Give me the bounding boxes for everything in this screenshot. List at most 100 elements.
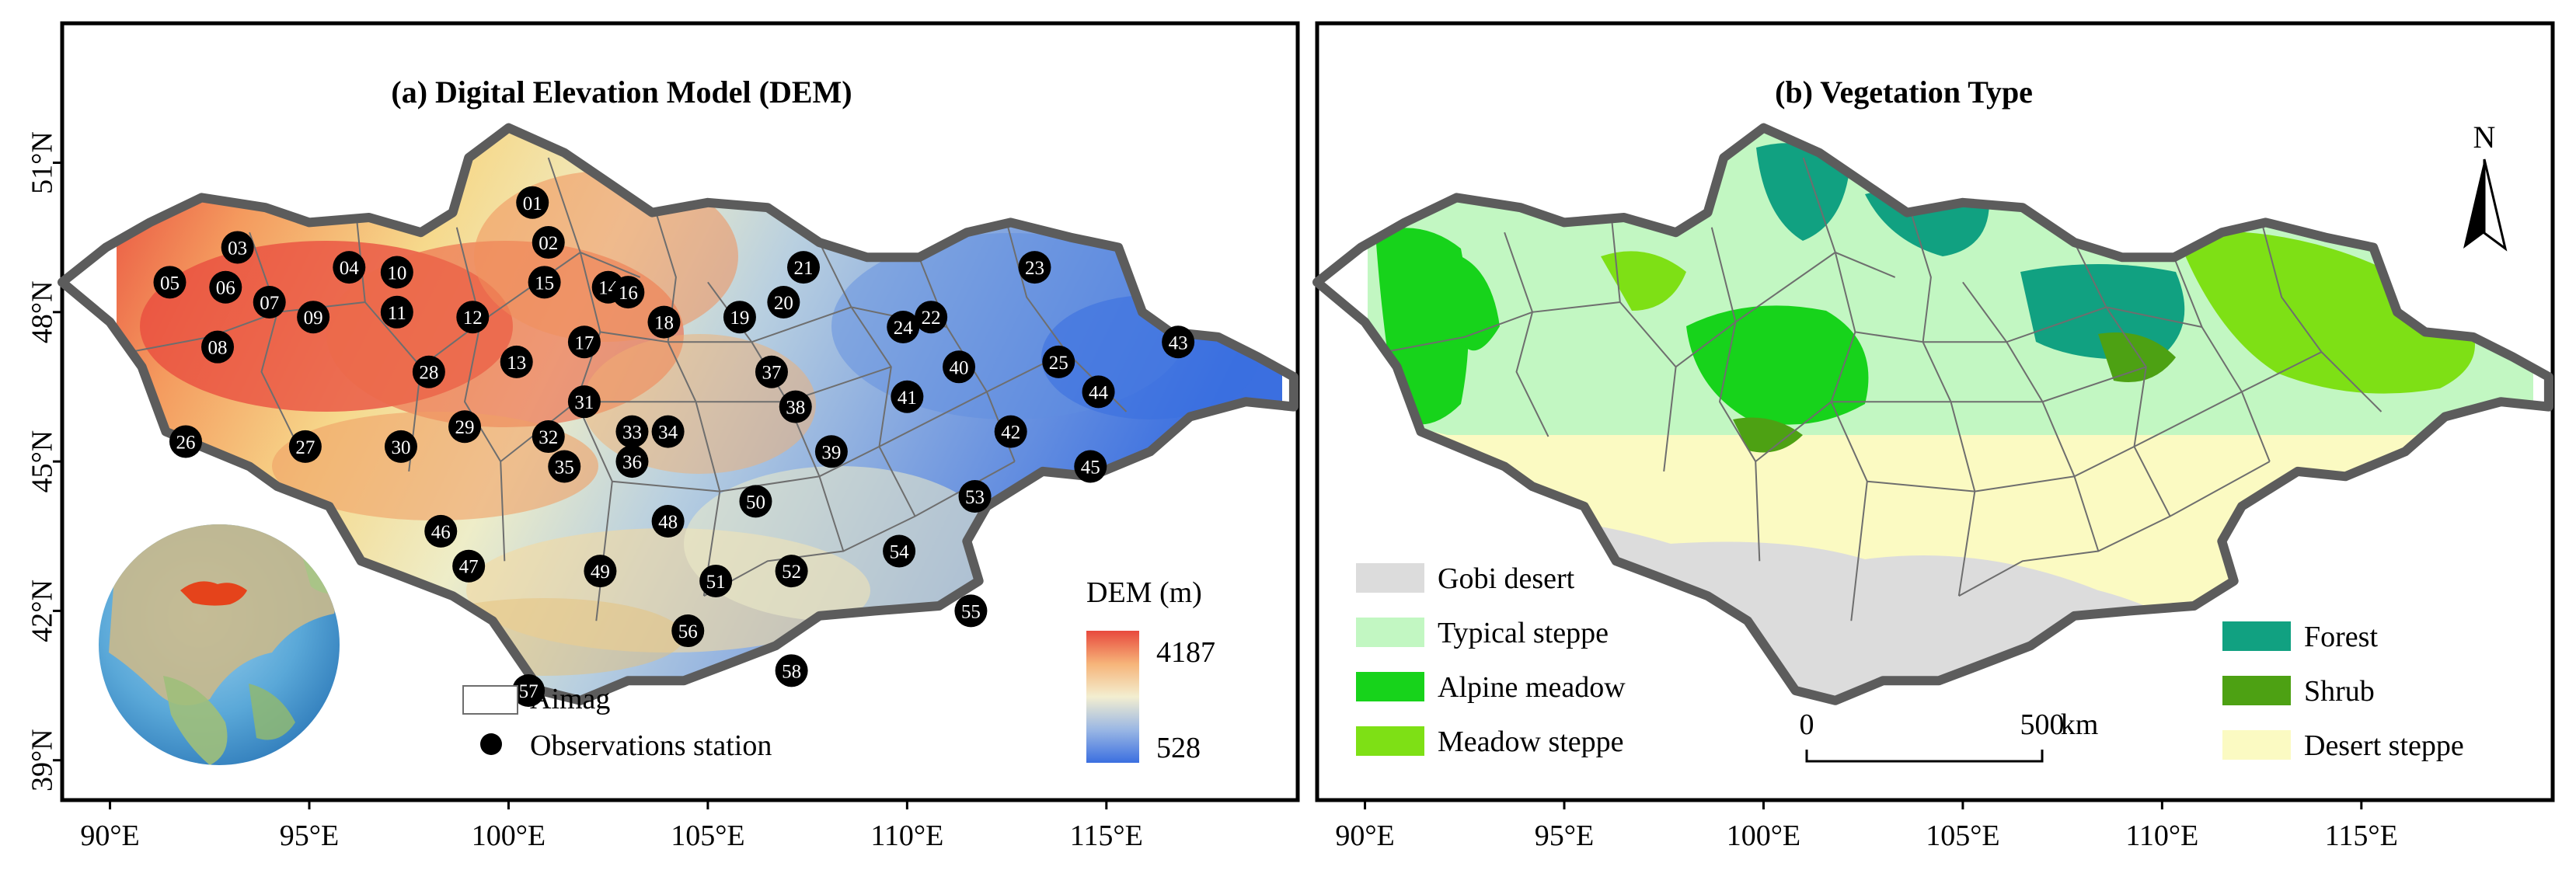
- station-dot: [169, 425, 202, 458]
- panel-b-title: (b) Vegetation Type: [1775, 75, 2033, 110]
- panel-dem: (a) Digital Elevation Model (DEM) 01 02 03…: [26, 21, 1300, 852]
- station-id: 53: [965, 487, 985, 508]
- station-dot: [779, 390, 812, 423]
- station-marker: 01: [516, 186, 549, 219]
- station-marker: 52: [775, 555, 808, 588]
- station-marker: 24: [887, 311, 920, 344]
- station-dot: [723, 301, 756, 334]
- station-dot: [500, 345, 533, 378]
- aimag-boundaries-b: [1385, 157, 2383, 621]
- station-id: 10: [387, 263, 406, 284]
- station-dot: [943, 350, 976, 384]
- station-dot: [1042, 345, 1075, 378]
- station-id: 40: [950, 357, 969, 378]
- station-id: 34: [658, 423, 678, 444]
- station-dot: [615, 415, 649, 448]
- station-dot: [548, 450, 581, 483]
- legend-item: Meadow steppe: [1356, 726, 1624, 758]
- station-marker: 33: [615, 415, 649, 448]
- station-id: 26: [176, 432, 196, 453]
- station-marker: 44: [1082, 375, 1115, 409]
- station-marker: 26: [169, 425, 202, 458]
- station-dot: [384, 430, 417, 463]
- legend-dem: DEM (m) 4187 528: [1086, 576, 1215, 764]
- station-marker: 55: [954, 594, 988, 628]
- y-tick-label: 51°N: [26, 131, 59, 194]
- station-marker: 17: [567, 325, 601, 359]
- station-id: 49: [591, 562, 610, 583]
- station-marker: 54: [883, 534, 916, 568]
- station-id: 02: [539, 233, 558, 254]
- x-tick-label: 110°E: [870, 820, 943, 852]
- station-dot: [380, 295, 413, 329]
- y-tick-label: 42°N: [26, 579, 59, 642]
- legend-item: Gobi desert: [1356, 562, 1575, 595]
- north-arrow: N: [2463, 120, 2508, 252]
- legend-swatch: [1356, 672, 1424, 701]
- station-dot: [1018, 251, 1051, 284]
- station-marker: 08: [201, 330, 235, 364]
- legend-swatch: [2222, 621, 2291, 651]
- legend-station: Observations station: [480, 729, 772, 762]
- legend-label: Gobi desert: [1438, 562, 1575, 595]
- station-marker: 50: [739, 485, 772, 518]
- station-dot: [958, 479, 992, 513]
- station-marker: 57: [512, 673, 546, 707]
- station-marker: 29: [448, 410, 482, 444]
- station-id: 54: [890, 541, 910, 562]
- station-id: 08: [208, 338, 228, 359]
- station-marker: 20: [767, 285, 800, 318]
- scale-start: 0: [1800, 708, 1814, 741]
- station-dot: [412, 355, 445, 388]
- x-tick-label: 95°E: [1535, 820, 1594, 852]
- scale-unit: km: [2061, 708, 2099, 741]
- station-marker: 42: [994, 415, 1027, 448]
- station-id: 35: [555, 458, 574, 478]
- legend-swatch: [1356, 618, 1424, 647]
- station-marker: 56: [671, 614, 705, 648]
- station-id: 04: [340, 258, 360, 279]
- station-marker: 37: [755, 355, 788, 388]
- station-id: 25: [1049, 353, 1068, 374]
- station-id: 39: [821, 442, 841, 463]
- station-id: 47: [459, 557, 479, 578]
- legend-label: Meadow steppe: [1438, 726, 1624, 758]
- station-dot: [297, 301, 330, 334]
- station-dot: [448, 410, 482, 444]
- station-dot: [567, 385, 601, 419]
- station-marker: 51: [699, 564, 733, 597]
- station-dot: [651, 505, 685, 538]
- station-dot: [532, 226, 565, 259]
- station-marker: 02: [532, 226, 565, 259]
- legend-item: Alpine meadow: [1356, 671, 1626, 704]
- station-id: 41: [898, 388, 917, 409]
- station-marker: 35: [548, 450, 581, 483]
- station-dot: [612, 276, 645, 309]
- station-marker: 13: [500, 345, 533, 378]
- station-dot: [288, 430, 322, 463]
- station-id: 12: [463, 308, 483, 329]
- station-dot: [424, 514, 458, 548]
- station-marker: 16: [612, 276, 645, 309]
- station-dot: [699, 564, 733, 597]
- station-id: 36: [622, 452, 642, 473]
- station-marker: 58: [775, 654, 808, 687]
- dem-legend-title: DEM (m): [1086, 576, 1202, 609]
- station-dot: [456, 301, 490, 334]
- station-id: 43: [1169, 332, 1188, 353]
- vegetation-legend: Gobi desert Typical steppe Alpine meadow Me…: [1356, 562, 2464, 762]
- scale-bar: 0 500 km: [1800, 708, 2099, 763]
- y-tick-label: 39°N: [26, 729, 59, 792]
- station-id: 22: [922, 308, 941, 329]
- station-dot: [651, 415, 685, 448]
- legend-swatch: [2222, 730, 2291, 760]
- station-id: 03: [228, 238, 247, 259]
- station-id: 23: [1025, 258, 1044, 279]
- legend-item: Shrub: [2222, 675, 2375, 708]
- station-dot: [994, 415, 1027, 448]
- legend-label: Desert steppe: [2304, 729, 2464, 762]
- station-id: 56: [678, 621, 698, 642]
- station-id: 21: [794, 258, 814, 279]
- station-marker: 22: [915, 301, 948, 334]
- station-symbol: [480, 733, 502, 755]
